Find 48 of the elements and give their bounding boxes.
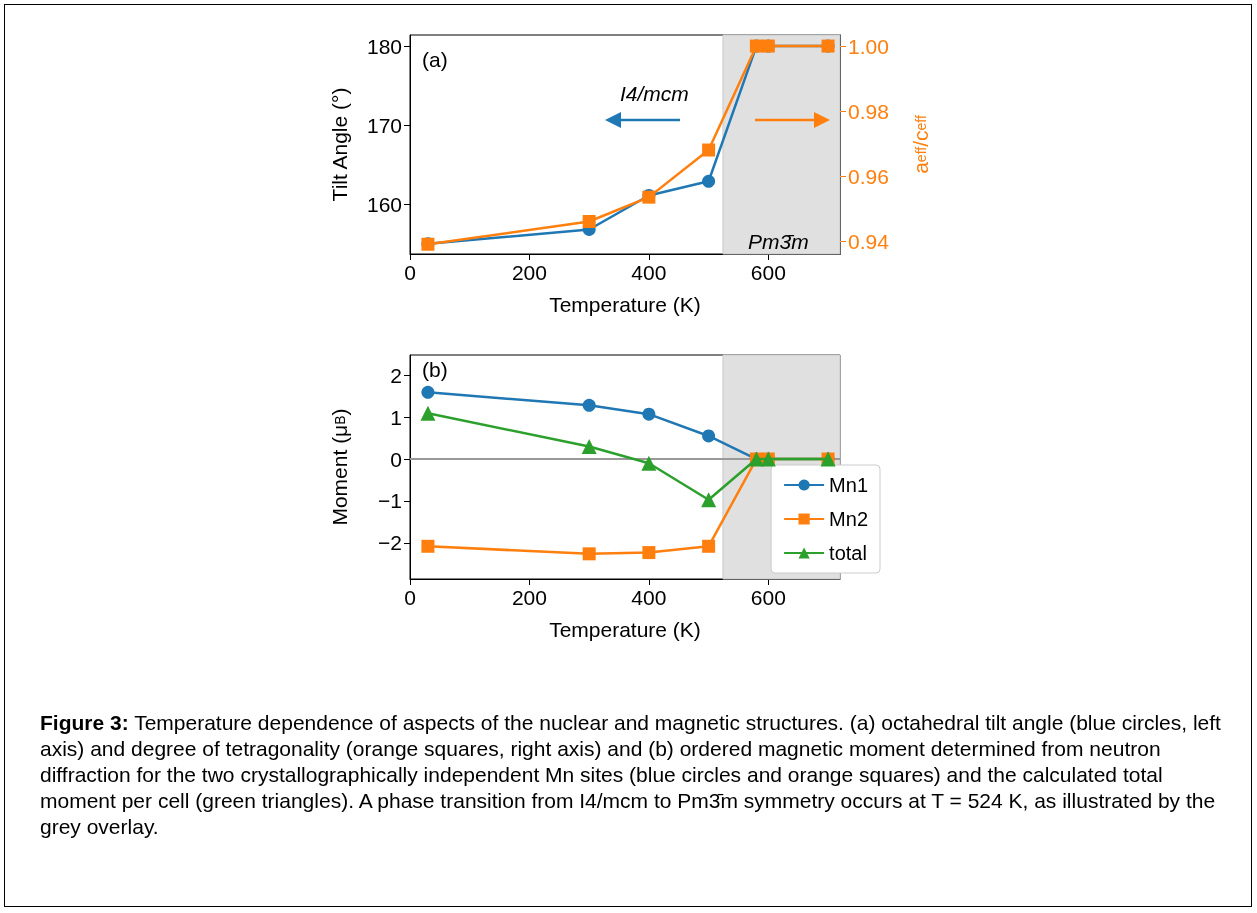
y-tick-label: −1 [378,489,402,513]
y2-tick-label: 0.98 [848,99,889,123]
point [701,492,717,508]
point [702,429,716,443]
y-tick-label: −2 [378,531,402,555]
x-tick-label: 0 [404,261,416,284]
annotation: Pm3̄m [748,230,809,253]
point [702,143,716,157]
annotation: I4/mcm [620,82,689,105]
annotation: (b) [422,358,448,381]
y2-axis-title: aeff/ceff [909,115,932,174]
x-tick-label: 200 [511,586,547,609]
x-tick-label: 400 [631,261,667,284]
y-tick-label: 160 [366,192,402,216]
legend-label: total [829,542,867,564]
point [702,174,716,188]
x-axis-title: Temperature (K) [549,293,701,316]
x-tick-label: 200 [511,261,547,284]
x-axis-title: Temperature (K) [549,618,701,641]
y2-tick-label: 0.94 [848,229,890,253]
point [581,438,597,454]
point [421,385,435,399]
point [642,407,656,421]
point [421,539,435,553]
y-tick-label: 1 [390,405,402,429]
y2-tick-label: 1.00 [848,34,889,58]
y2-tick-label: 0.96 [848,164,889,188]
point [420,405,436,421]
point [582,398,596,412]
y-tick-label: 0 [390,447,402,471]
y-tick-label: 180 [366,34,402,58]
caption: Figure 3: Temperature dependence of aspects of the nuclear and magnetic structures. (a) octahedral tilt angle (blue circles, left axis) and degree of tetragonality (orange squares, right axis) and (b) ordered magnetic moment determined from neutron diffraction for the two crystallographically independent Mn sites (blue circles and orange squares) and the calculated total moment per cell (green triangles). A phase transition from I4/mcm to Pm3̄m symmetry occurs at T = 524 K, as illustrated by the grey overlay. [40,710,1222,840]
y-axis-title: Tilt Angle (°) [328,87,351,202]
x-tick-label: 600 [750,261,786,284]
x-tick-label: 0 [404,586,416,609]
legend-label: Mn1 [829,474,868,496]
point [641,455,657,471]
y-tick-label: 170 [366,113,402,137]
point [642,546,656,560]
y-axis-title: Moment (μB) [328,408,351,526]
x-tick-label: 400 [631,586,667,609]
x-tick-label: 600 [750,586,786,609]
legend-label: Mn2 [829,508,868,530]
point [582,215,596,229]
y-tick-label: 2 [390,363,402,387]
point [702,539,716,553]
point [582,547,596,561]
annotation: (a) [422,48,448,71]
